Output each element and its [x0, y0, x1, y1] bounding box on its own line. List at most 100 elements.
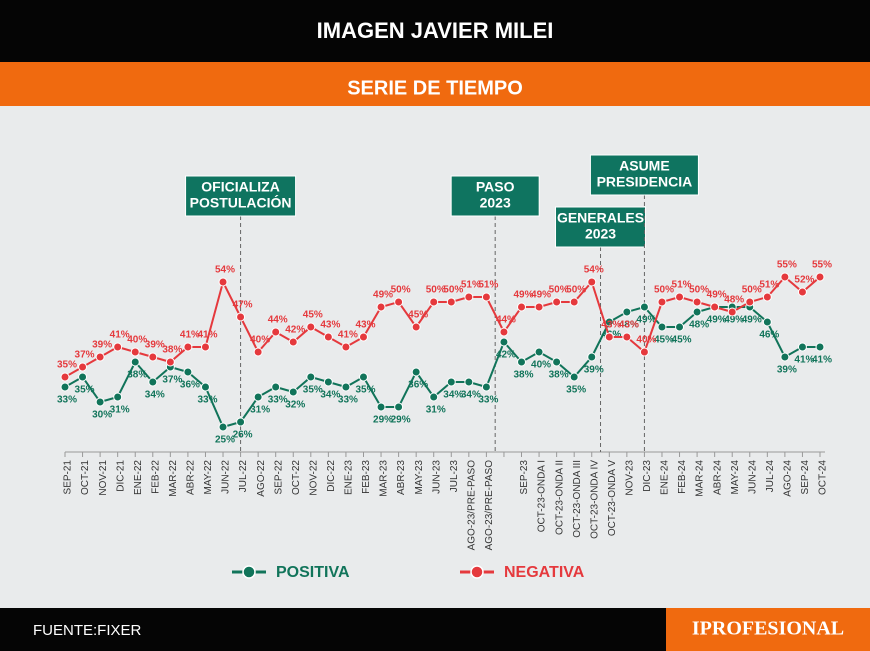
x-tick-label: AGO-24	[783, 460, 794, 497]
event-label: PRESIDENCIA	[597, 174, 693, 190]
x-tick-label: MAY-24	[730, 460, 741, 495]
data-label: 38%	[127, 370, 147, 381]
x-tick-label: SEP-23	[519, 460, 530, 495]
data-label: 38%	[549, 370, 569, 381]
data-label: 31%	[250, 405, 270, 416]
data-label: 44%	[268, 315, 288, 326]
data-point	[499, 327, 509, 337]
data-point	[552, 357, 562, 367]
data-label: 43%	[320, 320, 340, 331]
data-point	[218, 422, 228, 432]
data-label: 50%	[391, 285, 411, 296]
x-tick-label: AGO-22	[256, 460, 267, 497]
data-point	[587, 352, 597, 362]
data-point	[376, 402, 386, 412]
data-label: 25%	[215, 435, 235, 446]
data-label: 41%	[338, 330, 358, 341]
data-point	[394, 402, 404, 412]
data-point	[464, 292, 474, 302]
data-label: 40%	[250, 335, 270, 346]
event-box	[450, 175, 540, 217]
data-label: 39%	[92, 340, 112, 351]
data-point	[236, 312, 246, 322]
data-label: 41%	[812, 355, 832, 366]
data-point	[639, 347, 649, 357]
data-label: 49%	[636, 315, 656, 326]
subtitle: SERIE DE TIEMPO	[347, 77, 523, 99]
data-point	[341, 382, 351, 392]
x-tick-label: OCT-23-ONDA II	[554, 460, 565, 535]
data-point	[815, 342, 825, 352]
data-point	[692, 297, 702, 307]
x-tick-label: JUL-23	[449, 460, 460, 493]
data-label: 31%	[426, 405, 446, 416]
data-label: 29%	[373, 415, 393, 426]
x-tick-label: DIC-22	[326, 460, 337, 492]
data-label: 51%	[759, 280, 779, 291]
x-tick-label: SEP-21	[63, 460, 74, 495]
x-tick-label: JUN-23	[431, 460, 442, 494]
data-label: 49%	[724, 315, 744, 326]
data-label: 38%	[162, 345, 182, 356]
data-point	[446, 297, 456, 307]
data-label: 35%	[355, 385, 375, 396]
data-point	[762, 292, 772, 302]
data-label: 50%	[654, 285, 674, 296]
data-label: 35%	[57, 360, 77, 371]
event-label: OFICIALIZA	[201, 179, 280, 195]
data-point	[253, 392, 263, 402]
x-tick-label: DIC-21	[115, 460, 126, 492]
x-tick-label: ABR-24	[712, 460, 723, 495]
plot-background	[0, 106, 870, 608]
data-label: 41%	[180, 330, 200, 341]
data-point	[253, 347, 263, 357]
data-point	[130, 347, 140, 357]
data-label: 34%	[461, 390, 481, 401]
data-label: 51%	[672, 280, 692, 291]
data-label: 36%	[180, 380, 200, 391]
data-point	[675, 322, 685, 332]
data-point	[815, 272, 825, 282]
data-label: 39%	[584, 365, 604, 376]
x-tick-label: DIC-23	[642, 460, 653, 492]
data-point	[429, 392, 439, 402]
legend-label: POSITIVA	[276, 564, 350, 581]
event-box	[185, 175, 297, 217]
data-point	[78, 362, 88, 372]
data-label: 45%	[303, 310, 323, 321]
data-point	[306, 322, 316, 332]
data-label: 50%	[689, 285, 709, 296]
data-label: 42%	[496, 350, 516, 361]
x-tick-label: OCT-23-ONDA V	[607, 460, 618, 536]
data-point	[639, 302, 649, 312]
data-label: 40%	[531, 360, 551, 371]
data-point	[780, 272, 790, 282]
data-point	[411, 322, 421, 332]
data-point	[60, 382, 70, 392]
data-label: 43%	[601, 320, 621, 331]
legend-label: NEGATIVA	[504, 564, 585, 581]
data-label: 37%	[162, 375, 182, 386]
source: FUENTE:FIXER	[33, 622, 142, 639]
data-point	[130, 357, 140, 367]
data-point	[587, 277, 597, 287]
x-tick-label: ENE-23	[344, 460, 355, 495]
data-label: 55%	[812, 260, 832, 271]
data-point	[481, 292, 491, 302]
data-point	[218, 277, 228, 287]
logo-box	[666, 608, 870, 651]
data-label: 49%	[531, 290, 551, 301]
x-tick-label: OCT-23-ONDA III	[572, 460, 583, 538]
data-point	[271, 327, 281, 337]
x-tick-label: OCT-22	[291, 460, 302, 495]
x-tick-label: SEP-22	[273, 460, 284, 495]
data-point	[604, 332, 614, 342]
x-tick-label: AGO-23/PRE-PASO	[466, 460, 477, 551]
event-box	[555, 206, 647, 248]
data-label: 49%	[707, 315, 727, 326]
x-tick-label: MAR-23	[379, 460, 390, 497]
data-point	[341, 342, 351, 352]
data-point	[306, 372, 316, 382]
x-tick-label: MAY-22	[203, 460, 214, 495]
data-point	[78, 372, 88, 382]
